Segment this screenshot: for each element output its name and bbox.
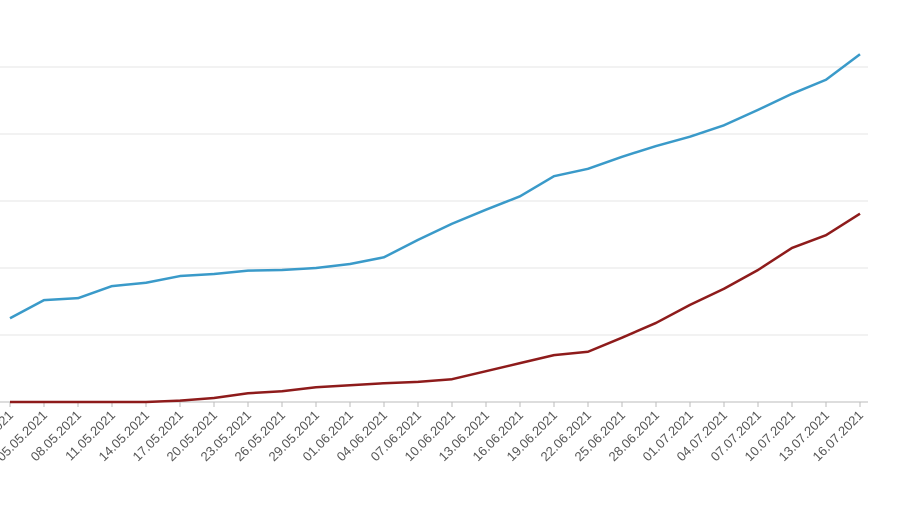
series-line xyxy=(9,53,861,320)
series-line xyxy=(10,212,861,404)
